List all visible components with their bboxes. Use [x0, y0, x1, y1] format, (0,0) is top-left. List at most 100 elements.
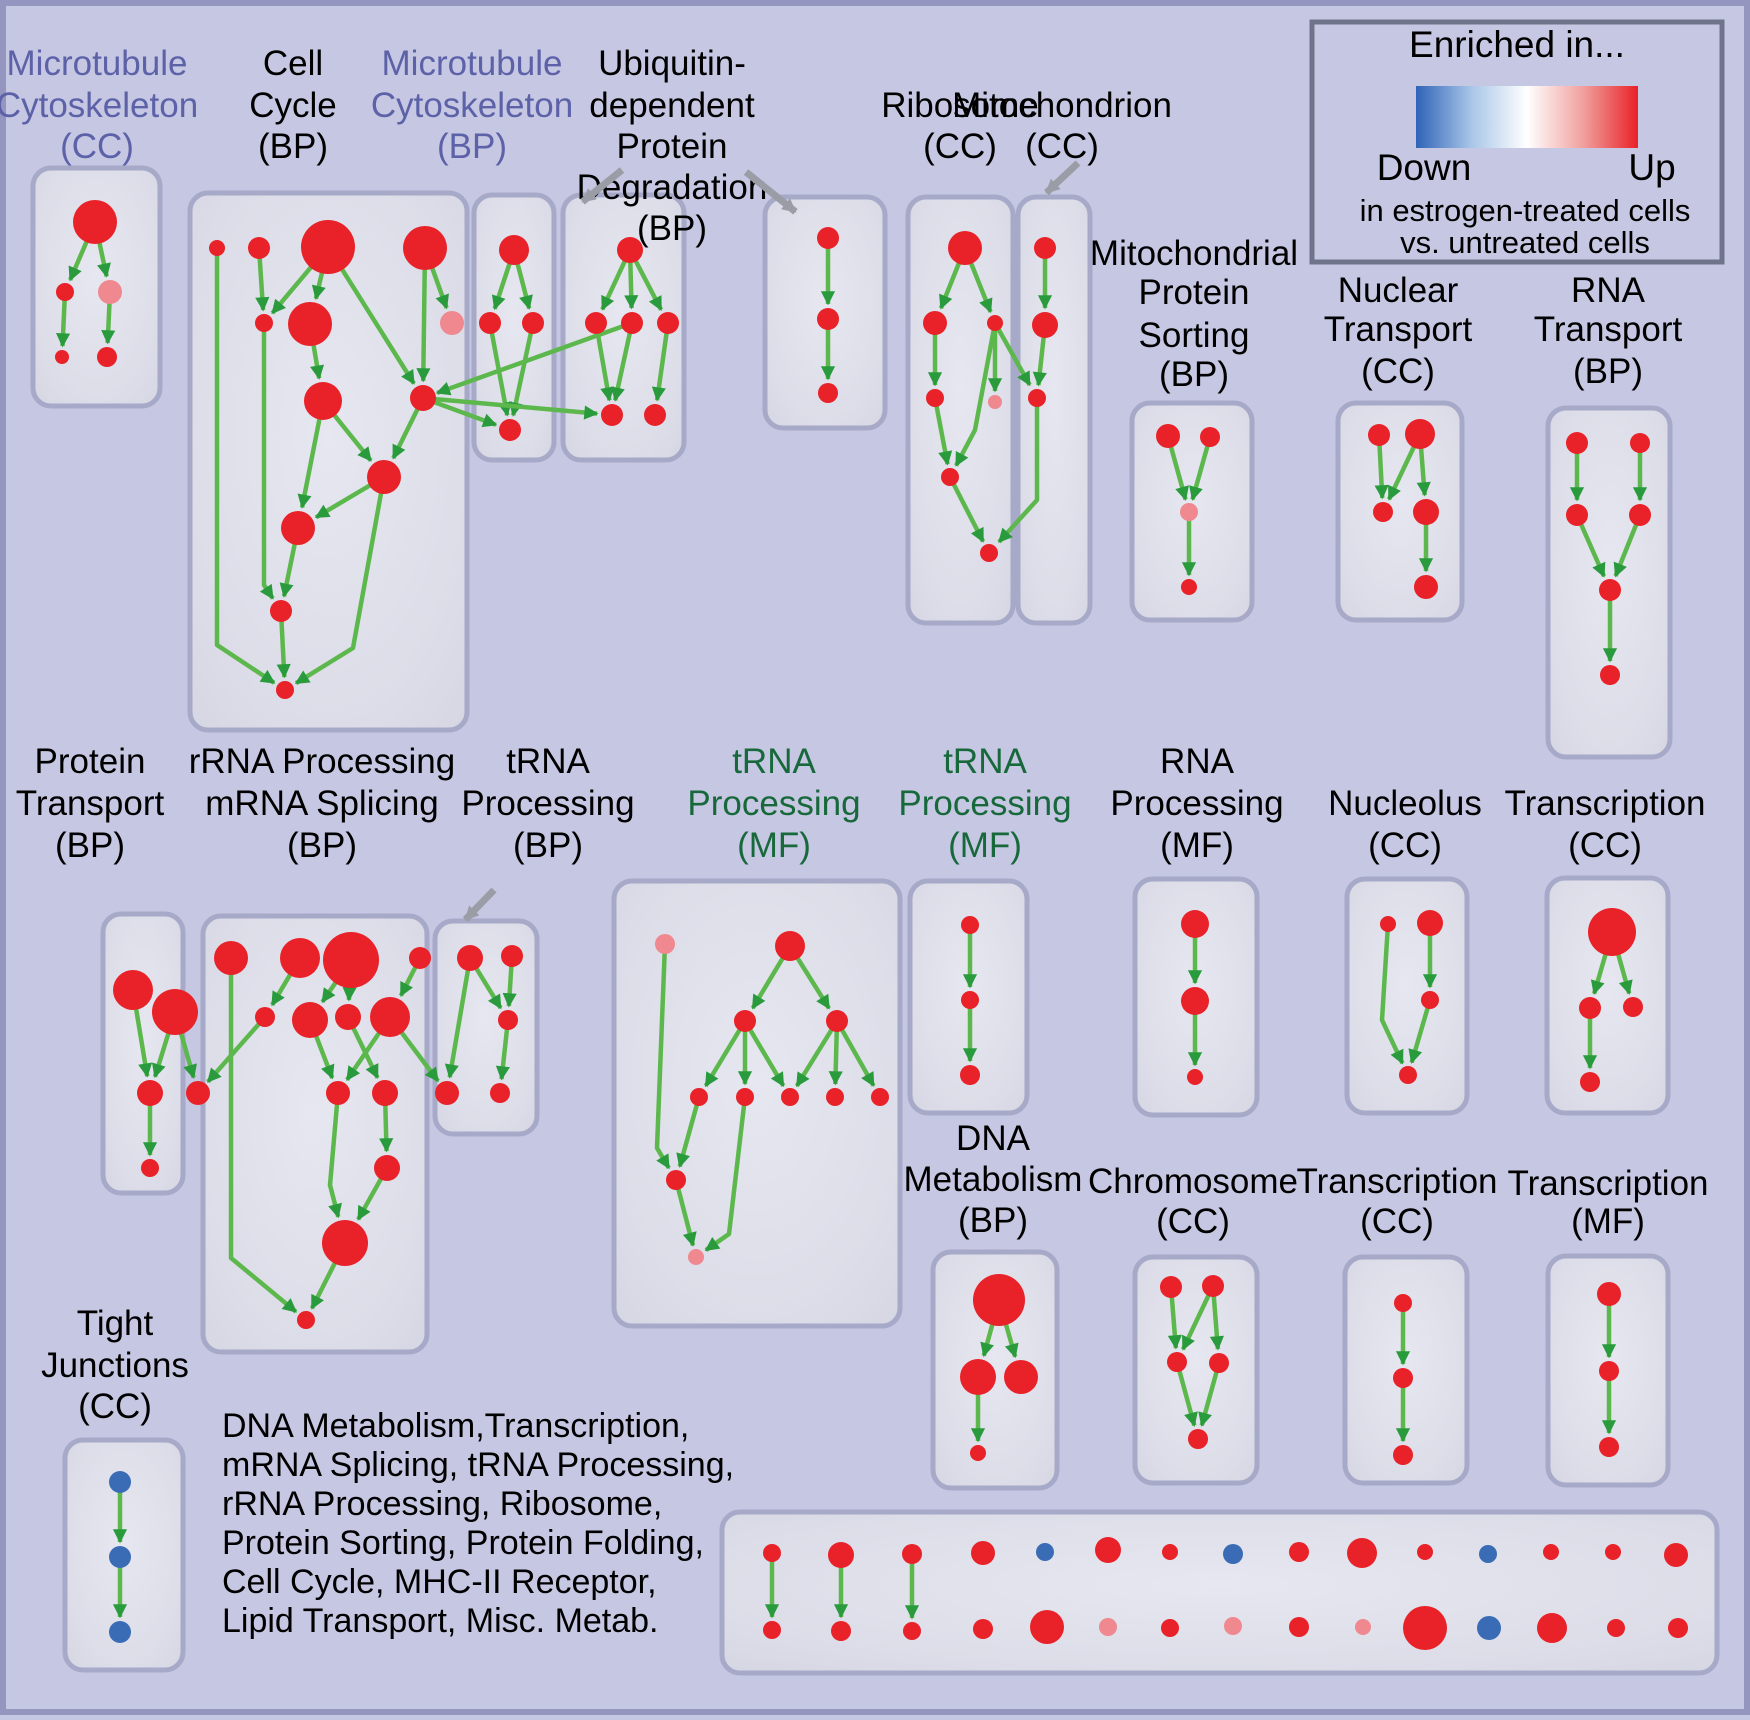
- transcription-cc-lower-label: Transcription (CC): [1297, 1162, 1498, 1241]
- dna-metabolism-bp-node-2-red: [1004, 1360, 1038, 1394]
- dna-metabolism-bp-label-line-1: Metabolism: [904, 1160, 1083, 1199]
- trna-processing-mf-large-label-line-2: (MF): [737, 826, 811, 865]
- trna-processing-mf-large-edge-10: [673, 1179, 697, 1247]
- mitochondrial-protein-sorting-bp-label-line-3: (BP): [1159, 355, 1229, 394]
- ribosome-cc-label-line-1: (CC): [923, 127, 997, 166]
- misc-metabolism-cluster-node-27-red: [1607, 1619, 1625, 1637]
- ubiquitin-degradation-bp-left-node-1-red: [585, 312, 607, 334]
- arrow-to-trna-bp-box-icon: [462, 887, 497, 922]
- nucleolus-cc-edge-2: [1408, 999, 1433, 1064]
- nucleolus-cc-label: Nucleolus (CC): [1328, 784, 1482, 865]
- mitochondrial-protein-sorting-bp-node-1-red: [1200, 427, 1220, 447]
- microtubule-cytoskeleton-bp-node-1-red: [479, 312, 501, 334]
- nucleolus-cc-node-1-red: [1417, 910, 1443, 936]
- cell-cycle-bp-edge-14: [276, 610, 291, 679]
- misc-categories-line-5: Lipid Transport, Misc. Metab.: [222, 1602, 659, 1640]
- rrna-processing-mrna-splicing-bp-node-0-red: [214, 941, 248, 975]
- trna-processing-mf-large-label: tRNA Processing (MF): [687, 742, 860, 865]
- microtubule-cytoskeleton-cc-label-line-0: Microtubule: [7, 44, 188, 83]
- transcription-cc-lower-label-line-0: Transcription: [1297, 1162, 1498, 1201]
- dna-metabolism-bp-node-1-red: [960, 1359, 996, 1395]
- transcription-cc-upper-node-0-red: [1588, 908, 1636, 956]
- cell-cycle-bp-edge-6: [416, 247, 431, 383]
- arrow-to-mitochondrion-box-icon: [1044, 160, 1081, 196]
- rrna-processing-mrna-splicing-bp-label-line-1: mRNA Splicing: [205, 784, 438, 823]
- rrna-processing-mrna-splicing-bp-node-3-red: [409, 947, 431, 969]
- rrna-processing-mrna-splicing-bp-node-10-red: [374, 1155, 400, 1181]
- chromosome-cc-label-line-1: (CC): [1156, 1202, 1230, 1241]
- transcription-cc-upper-box: [1544, 875, 1671, 1116]
- nucleolus-cc-box: [1344, 876, 1470, 1116]
- mitochondrion-to-ribosome-bottom: [997, 398, 1040, 544]
- legend-up-label: Up: [1628, 147, 1675, 188]
- mitochondrion-cc-label-line-0: Mitochondrion: [952, 86, 1172, 125]
- rna-processing-mf-label-line-1: Processing: [1110, 784, 1283, 823]
- mitochondrion-cc-node-0-red: [1034, 237, 1056, 259]
- misc-categories-line-2: rRNA Processing, Ribosome,: [222, 1485, 662, 1523]
- protein-transport-bp-node-2-red: [137, 1080, 163, 1106]
- rna-transport-bp-node-2-red: [1566, 504, 1588, 526]
- mitochondrial-protein-sorting-bp-label-line-0: Mitochondrial: [1090, 234, 1298, 273]
- mitochondrial-protein-sorting-bp-label-line-1: Protein: [1139, 273, 1250, 312]
- rna-processing-mf-label-line-2: (MF): [1160, 826, 1234, 865]
- ubiquitin-degradation-bp-left-label: Ubiquitin-dependent Protein Degradation (BP…: [577, 44, 768, 248]
- nuclear-transport-cc-node-0-red: [1368, 424, 1390, 446]
- protein-transport-bp-node-3-red: [141, 1159, 159, 1177]
- protein-transport-bp-node-4-red: [186, 1081, 210, 1105]
- trna-processing-bp-label: tRNA Processing (BP): [461, 742, 634, 865]
- microtubule-cytoskeleton-bp-edge-3: [508, 322, 536, 417]
- nuclear-transport-cc-node-3-red: [1413, 499, 1439, 525]
- nuclear-transport-cc-box: [1335, 400, 1465, 623]
- cell-cycle-bp-label: Cell Cycle (BP): [249, 44, 337, 166]
- protein-transport-bp-label: Protein Transport (BP): [16, 742, 165, 865]
- ubiquitin-degradation-bp-left-edge-5: [651, 322, 671, 402]
- legend-gradient-bar: [1416, 86, 1638, 148]
- transcription-cc-upper-label-line-0: Transcription: [1505, 784, 1706, 823]
- cell-cycle-bp-node-5-red: [288, 302, 332, 346]
- ubiquitin-degradation-bp-left-edge-4: [610, 322, 635, 402]
- rrna-processing-mrna-splicing-bp-node-9-red: [372, 1080, 398, 1106]
- microtubule-cytoskeleton-cc-node-4-red: [97, 347, 117, 367]
- misc-metabolism-cluster-node-0-red: [763, 1544, 781, 1562]
- mitochondrion-cc-node-2-red: [1028, 389, 1046, 407]
- dna-metabolism-bp-label-line-2: (BP): [958, 1201, 1028, 1240]
- ribosome-cc-node-2-red: [987, 315, 1003, 331]
- microtubule-cytoskeleton-bp-label: Microtubule Cytoskeleton (BP): [371, 44, 573, 166]
- rna-transport-bp-node-4-red: [1599, 579, 1621, 601]
- cell-cycle-bp-node-0-red: [209, 240, 225, 256]
- transcription-cc-lower-node-1-red: [1393, 1368, 1413, 1388]
- chromosome-cc-box: [1132, 1254, 1260, 1486]
- transcription-mf-label-line-1: (MF): [1571, 1202, 1645, 1241]
- trna-processing-bp-node-4-red: [490, 1083, 510, 1103]
- chromosome-cc-edge-4: [1198, 1362, 1222, 1427]
- ribosome-cc-label-line-0: Ribosome: [881, 86, 1039, 125]
- misc-metabolism-cluster-node-21-red: [1403, 1606, 1447, 1650]
- rna-processing-mf-node-2-red: [1187, 1069, 1203, 1085]
- microtubule-cytoskeleton-cc-label-line-1: Cytoskeleton: [0, 86, 198, 125]
- ribosome-cc-label: Ribosome (CC): [881, 86, 1039, 166]
- ribosome-cc-node-4-pale: [988, 395, 1002, 409]
- rrna-processing-mrna-splicing-bp-node-6-red: [335, 1004, 361, 1030]
- trna-processing-mf-small-label-line-2: (MF): [948, 826, 1022, 865]
- ubiquitin-degradation-bp-right-node-1-red: [817, 308, 839, 330]
- microtubule-cytoskeleton-bp-label-line-0: Microtubule: [382, 44, 563, 83]
- tight-junctions-cc-node-2-blue: [109, 1621, 131, 1643]
- trna-processing-mf-large-edge-7: [835, 1019, 876, 1087]
- misc-metabolism-cluster-node-28-red: [1664, 1543, 1688, 1567]
- mitochondrion-cc-label: Mitochondrion (CC): [952, 86, 1172, 166]
- misc-categories-text-block: DNA Metabolism,Transcription, mRNA Splici…: [222, 1407, 734, 1640]
- microtubule-cytoskeleton-cc-label: Microtubule Cytoskeleton (CC): [0, 44, 198, 166]
- nuclear-transport-cc-node-4-red: [1414, 575, 1438, 599]
- ribosome-cc-node-6-red: [980, 544, 998, 562]
- mitochondrion-cc-label-line-1: (CC): [1025, 127, 1099, 166]
- cell-cycle-bp-node-3-red: [403, 226, 447, 270]
- ribosome-cc-node-1-red: [923, 311, 947, 335]
- misc-metabolism-cluster-node-13-red: [1161, 1619, 1179, 1637]
- tight-junctions-cc-node-0-blue: [109, 1471, 131, 1493]
- misc-metabolism-cluster-node-12-red: [1162, 1544, 1178, 1560]
- chromosome-cc-label-line-0: Chromosome: [1088, 1162, 1298, 1201]
- microtubule-cytoskeleton-cc-edge-2: [56, 291, 71, 348]
- mitochondrial-protein-sorting-bp-label-line-2: Sorting: [1139, 316, 1250, 355]
- microtubule-cytoskeleton-bp-label-line-2: (BP): [437, 127, 507, 166]
